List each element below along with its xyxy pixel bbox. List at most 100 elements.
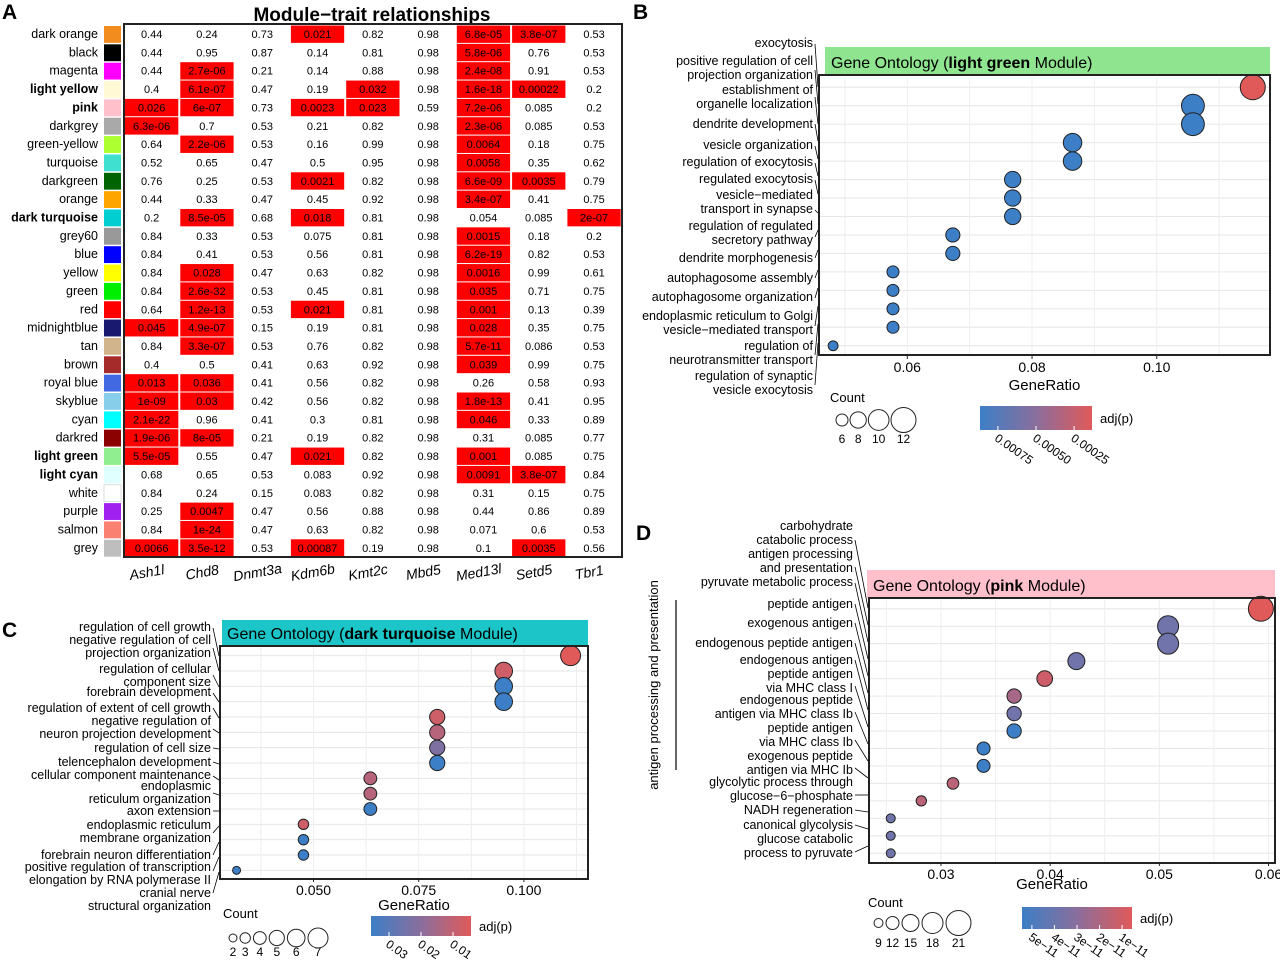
term-connector-line xyxy=(854,566,869,626)
term-label: endoplasmic reticulum organization xyxy=(89,779,211,806)
term-label: regulation of cell growth xyxy=(79,620,211,634)
x-tick-label: 0.03 xyxy=(927,866,954,882)
heatmap-cell-value: 0.59 xyxy=(417,102,438,114)
term-connector-line xyxy=(854,539,869,609)
heatmap-cell-value: 0.76 xyxy=(141,176,162,188)
term-label: endogenous peptide antigen via MHC class … xyxy=(715,693,853,721)
heatmap-cell-value: 0.0058 xyxy=(467,157,501,169)
heatmap-cell-value: 8e-05 xyxy=(193,433,221,445)
module-swatch xyxy=(104,429,121,447)
dot-point xyxy=(945,227,961,243)
size-legend-label: 12 xyxy=(886,936,900,950)
panel-c-dotplot: C Gene Ontology (dark turquoise Module) … xyxy=(2,619,589,962)
module-swatch xyxy=(104,81,121,98)
color-legend-tick-label: 0.01 xyxy=(447,937,474,962)
size-legend-circle xyxy=(945,910,972,936)
heatmap-cell-value: 0.046 xyxy=(470,414,498,426)
term-label: cranial nerve structural organization xyxy=(88,886,211,913)
heatmap-significant-cell xyxy=(512,465,566,484)
module-label: white xyxy=(68,486,98,500)
x-axis-label: GeneRatio xyxy=(378,897,450,914)
term-connector-line xyxy=(854,603,869,660)
heatmap-significant-cell xyxy=(125,374,179,392)
heatmap-cell-value: 0.2 xyxy=(586,102,601,114)
heatmap-cell-value: 0.53 xyxy=(252,231,273,243)
heatmap-cell-value: 0.98 xyxy=(417,194,438,206)
heatmap-cell-value: 5.8e-06 xyxy=(465,47,502,59)
term-label: glucose catabolic process to pyruvate xyxy=(744,832,853,860)
term-connector-line xyxy=(814,179,819,195)
term-label: negative regulation of cell projection or… xyxy=(69,633,211,660)
module-label: darkgrey xyxy=(49,119,98,133)
size-legend-label: 5 xyxy=(273,945,280,959)
heatmap-significant-cell xyxy=(180,337,234,355)
heatmap-cell-value: 0.0016 xyxy=(467,268,501,280)
heatmap-cell-value: 0.75 xyxy=(583,194,604,206)
term-label: endogenous peptide antigen xyxy=(695,636,853,650)
module-swatch xyxy=(104,301,121,319)
module-swatch xyxy=(104,246,121,264)
heatmap-cell-value: 0.19 xyxy=(362,543,383,555)
heatmap-significant-cell xyxy=(290,300,345,319)
heatmap-cell-value: 1.9e-06 xyxy=(133,433,170,445)
heatmap-cell-value: 0.25 xyxy=(141,506,162,518)
x-tick-label: 0.10 xyxy=(1143,359,1170,375)
size-legend-circle xyxy=(228,933,238,943)
heatmap-significant-cell xyxy=(180,374,234,392)
heatmap-cell-value: 0.98 xyxy=(417,84,438,96)
heatmap-cell-value: 0.98 xyxy=(417,323,438,335)
term-label: endogenous antigen xyxy=(740,653,853,667)
heatmap-cell-value: 0.00087 xyxy=(298,543,338,555)
term-label: forebrain neuron differentiation xyxy=(41,848,211,862)
color-legend-tick-label: 0.03 xyxy=(383,937,410,962)
size-legend-label: 12 xyxy=(897,432,911,446)
heatmap-cell-value: 0.21 xyxy=(307,121,328,133)
heatmap-cell-value: 0.99 xyxy=(362,139,383,151)
term-connector-line xyxy=(212,692,220,703)
heatmap-cell-value: 0.76 xyxy=(307,341,328,353)
dot-point xyxy=(1062,151,1083,171)
heatmap-significant-cell xyxy=(180,319,234,337)
x-tick-label: 0.075 xyxy=(401,882,436,898)
size-legend-label: 18 xyxy=(926,936,940,950)
heatmap-cell-value: 0.56 xyxy=(307,249,328,261)
heatmap-cell-value: 8.5e-05 xyxy=(188,213,225,225)
heatmap-cell-value: 0.53 xyxy=(252,543,273,555)
module-label: green xyxy=(66,284,98,298)
heatmap-significant-cell xyxy=(456,282,511,300)
heatmap-significant-cell xyxy=(346,98,400,117)
heatmap-cell-value: 0.98 xyxy=(417,506,438,518)
term-label: carbohydrate catabolic process xyxy=(756,519,853,547)
heatmap-significant-cell xyxy=(180,98,234,117)
module-swatch xyxy=(104,448,121,465)
heatmap-significant-cell xyxy=(456,447,511,465)
heatmap-cell-value: 0.39 xyxy=(583,304,604,316)
term-connector-line xyxy=(212,871,220,894)
dot-point xyxy=(560,645,582,667)
term-label: NADH regeneration xyxy=(744,803,853,817)
module-swatch xyxy=(104,209,121,227)
panel-d-bracket-label: antigen processing and presentation xyxy=(646,580,661,790)
heatmap-cell-value: 0.75 xyxy=(583,139,604,151)
heatmap-cell-value: 0.82 xyxy=(362,378,383,390)
term-connector-line xyxy=(212,728,220,734)
heatmap-cell-value: 0.075 xyxy=(304,231,332,243)
heatmap-cell-value: 0.82 xyxy=(362,396,383,408)
size-legend-label: 6 xyxy=(293,945,300,959)
module-label: tan xyxy=(81,339,98,353)
heatmap-cell-value: 4.9e-07 xyxy=(188,323,225,335)
dot-point xyxy=(976,741,991,756)
x-tick-label: 0.100 xyxy=(506,882,541,898)
term-connector-line xyxy=(854,622,869,677)
heatmap-cell-value: 0.98 xyxy=(417,451,438,463)
color-legend-bar xyxy=(1022,907,1132,929)
heatmap-cell-value: 0.44 xyxy=(141,29,162,41)
size-legend-circle xyxy=(890,407,917,433)
heatmap-cell-value: 0.19 xyxy=(307,433,328,445)
dot-point xyxy=(945,245,961,262)
heatmap-significant-cell xyxy=(456,465,511,484)
heatmap-cell-value: 0.44 xyxy=(141,66,162,78)
heatmap-cell-value: 0.53 xyxy=(252,176,273,188)
module-swatch xyxy=(104,539,121,557)
heatmap-cell-value: 3.5e-12 xyxy=(188,543,225,555)
